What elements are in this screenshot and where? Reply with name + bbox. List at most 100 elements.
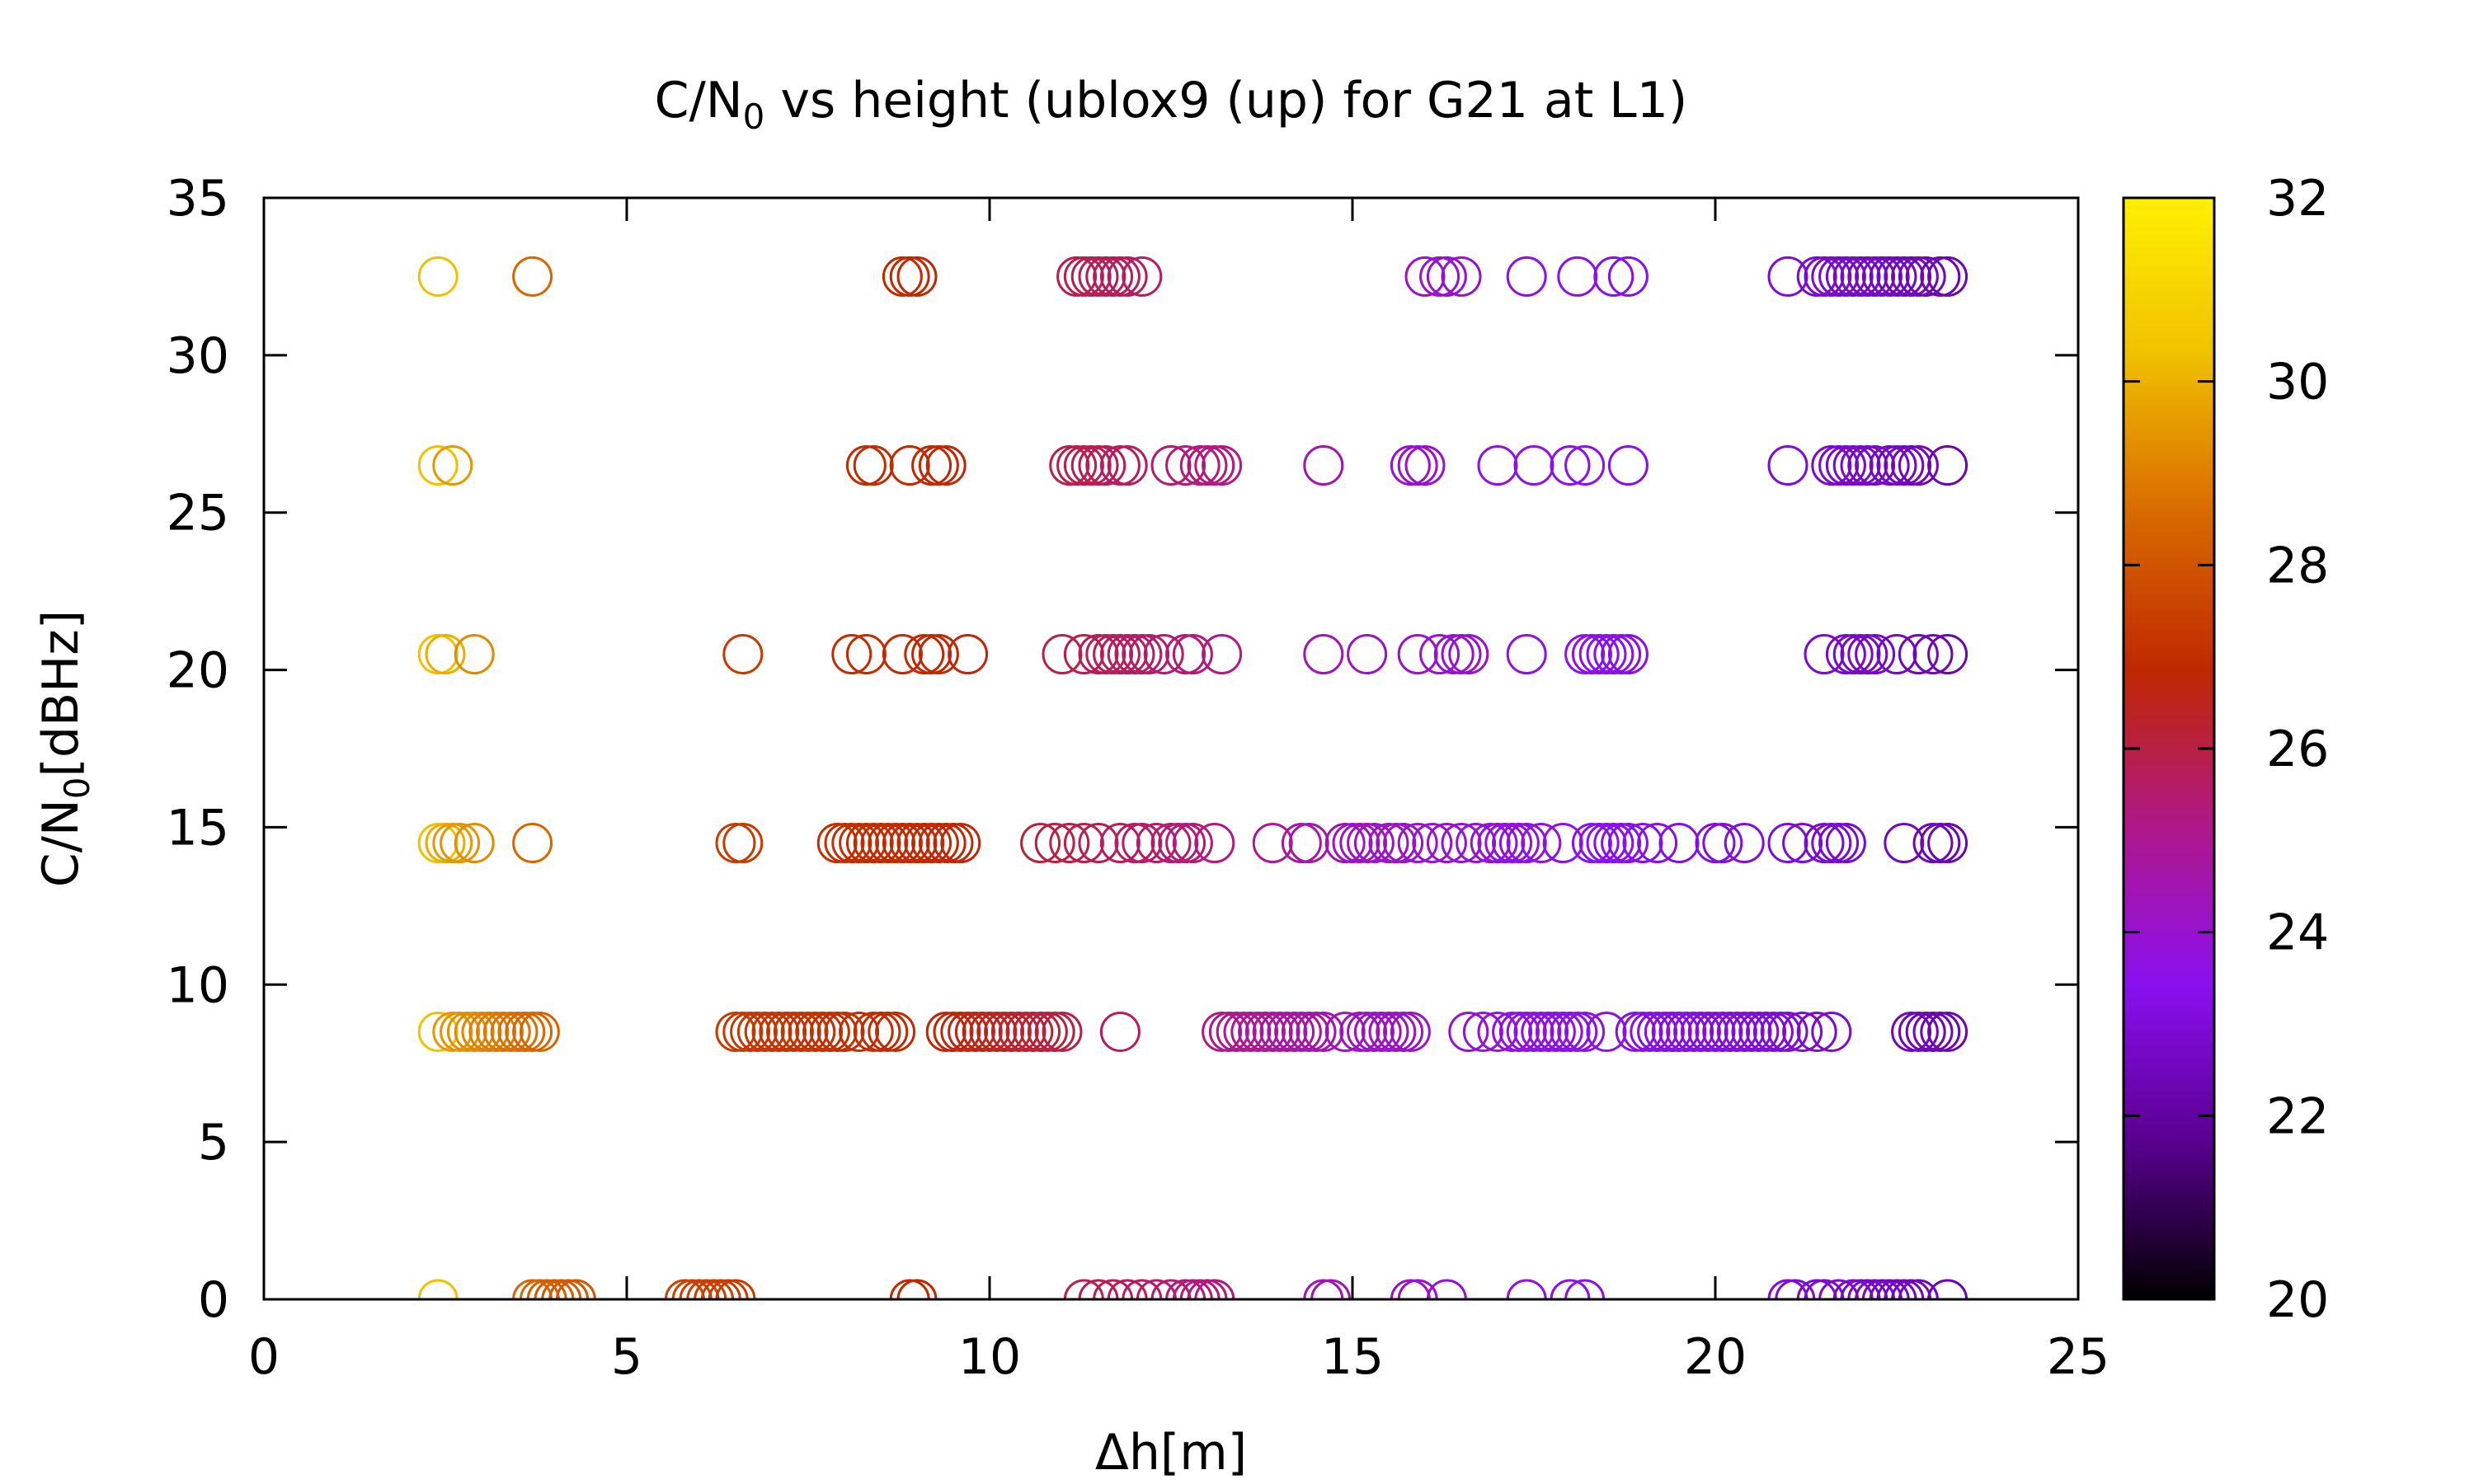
data-point [1303, 1012, 1344, 1052]
colorbar-tick-label: 30 [2266, 354, 2329, 411]
data-point [839, 823, 880, 863]
data-point [1063, 256, 1104, 297]
data-point [1078, 445, 1119, 486]
data-point [773, 1012, 814, 1052]
data-point [1194, 445, 1235, 486]
data-point [1724, 1012, 1765, 1052]
data-point [1049, 823, 1090, 863]
data-point [1557, 256, 1598, 297]
x-tick-label: 15 [1321, 1328, 1384, 1386]
data-point [1383, 1012, 1424, 1052]
data-point [1825, 256, 1866, 297]
data-point [1927, 1012, 1968, 1052]
data-point [1818, 1279, 1860, 1299]
data-point [1884, 823, 1925, 863]
data-point [962, 1012, 1003, 1052]
data-point [1513, 445, 1554, 486]
data-point [1107, 256, 1148, 297]
data-point [1825, 634, 1866, 674]
data-point [526, 1279, 567, 1299]
data-point [1456, 823, 1497, 863]
data-point [1695, 823, 1736, 863]
data-point [425, 823, 466, 863]
data-point [925, 823, 967, 863]
data-point [417, 256, 459, 297]
y-axis-label-main: C/N [32, 799, 90, 887]
data-point [1891, 256, 1932, 297]
data-point [1296, 1012, 1337, 1052]
data-point [1832, 256, 1874, 297]
data-point [1586, 634, 1627, 674]
data-point [1122, 1279, 1163, 1299]
data-point [853, 445, 894, 486]
data-point [1782, 823, 1823, 863]
data-point [1746, 1012, 1787, 1052]
chart-title-subscript: 0 [743, 96, 765, 137]
data-point [954, 1012, 995, 1052]
data-point [896, 823, 938, 863]
data-point [1521, 1012, 1562, 1052]
data-point [1397, 445, 1438, 486]
data-point [1252, 1012, 1293, 1052]
data-point [860, 1012, 901, 1052]
data-point [1397, 1279, 1438, 1299]
data-point [1085, 445, 1126, 486]
data-point [1767, 1279, 1808, 1299]
y-axis-label-rest: [dBHz] [32, 610, 90, 777]
data-point [1920, 256, 1961, 297]
data-point [1099, 445, 1141, 486]
data-point [1202, 445, 1243, 486]
data-point [1601, 634, 1642, 674]
data-point [679, 1279, 720, 1299]
data-point [1492, 823, 1533, 863]
x-tick-label: 20 [1684, 1328, 1747, 1386]
colorbar-tick-label: 20 [2266, 1271, 2329, 1329]
y-tick-label: 10 [167, 956, 229, 1014]
data-point [1855, 445, 1896, 486]
data-point [1876, 445, 1917, 486]
data-point [1651, 1012, 1692, 1052]
data-point [1847, 256, 1888, 297]
data-point [1861, 1279, 1903, 1299]
data-point [1571, 823, 1612, 863]
data-point [1194, 823, 1235, 863]
data-point [1506, 1012, 1547, 1052]
data-point [1804, 1279, 1845, 1299]
data-point [686, 1279, 727, 1299]
data-point [1607, 256, 1649, 297]
data-point [454, 634, 495, 674]
data-point [1731, 1012, 1772, 1052]
data-point [1063, 634, 1104, 674]
data-point [715, 823, 756, 863]
data-point [1172, 823, 1213, 863]
data-point [948, 634, 989, 674]
data-point [1767, 823, 1808, 863]
chart-title: C/N0 vs height (ublox9 (up) for G21 at L… [655, 72, 1688, 137]
data-point [1658, 823, 1700, 863]
x-tick-label: 25 [2047, 1328, 2109, 1386]
data-point [694, 1279, 735, 1299]
data-point [519, 1279, 560, 1299]
data-point [1078, 823, 1119, 863]
data-point [1912, 634, 1954, 674]
colorbar-tick-label: 32 [2266, 170, 2329, 228]
data-point [1303, 634, 1344, 674]
data-point [948, 1012, 989, 1052]
data-point [1637, 1012, 1678, 1052]
data-point [1767, 445, 1808, 486]
data-point [1564, 445, 1606, 486]
data-point [1607, 634, 1649, 674]
data-point [1498, 1012, 1540, 1052]
data-point [1658, 1012, 1700, 1052]
data-point [976, 1012, 1018, 1052]
data-point [1811, 256, 1852, 297]
data-point [417, 1279, 459, 1299]
data-point [715, 1279, 756, 1299]
data-point [440, 1012, 481, 1052]
data-point [1506, 634, 1547, 674]
data-point [440, 823, 481, 863]
data-point [1811, 1012, 1852, 1052]
data-point [1099, 823, 1141, 863]
data-point [1187, 1279, 1228, 1299]
data-point [1550, 445, 1591, 486]
